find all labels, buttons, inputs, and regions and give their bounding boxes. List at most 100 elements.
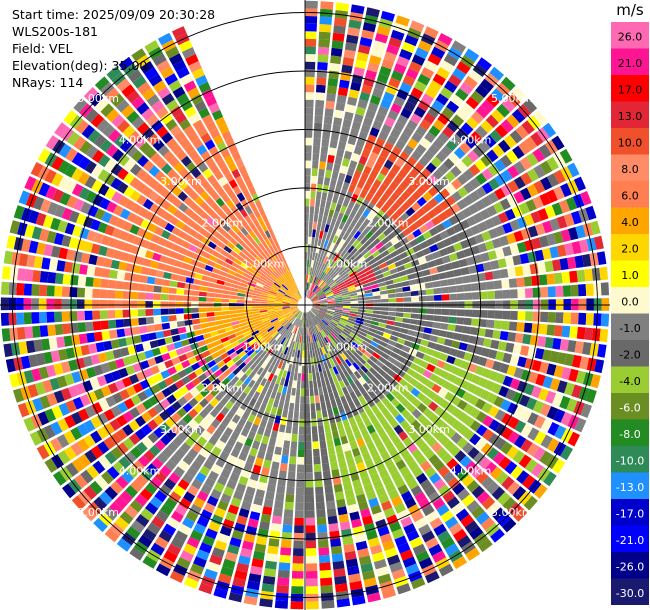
range-gate [316,410,322,419]
range-gate [83,434,96,448]
range-gate [307,342,310,351]
range-gate [46,285,55,297]
range-gate [166,343,176,352]
range-gate [182,517,195,529]
range-gate [454,450,467,463]
range-gate [275,242,281,251]
range-gate [292,309,299,314]
range-gate [148,190,160,202]
range-gate [507,332,517,342]
range-gate [442,219,453,229]
range-gate [350,228,358,237]
range-gate [305,31,317,40]
range-gate [342,294,350,298]
range-gate [360,343,368,351]
range-gate [246,580,260,591]
radar-ray [29,308,299,446]
range-gate [350,273,359,280]
range-gate [159,484,172,497]
range-gate [194,100,207,112]
range-gate [366,379,375,389]
range-gate [475,336,485,346]
range-gate [308,327,312,335]
range-gate [83,241,94,253]
range-gate [162,211,173,222]
range-gate [494,437,507,450]
range-gate [344,111,354,121]
range-gate [221,298,230,303]
range-gate [363,417,372,428]
range-gate [355,359,364,368]
range-gate [253,315,262,320]
range-gate [268,312,276,316]
range-gate [372,455,383,465]
range-gate [481,99,495,113]
range-gate [544,337,554,349]
range-gate [314,333,319,342]
range-gate [207,360,217,368]
range-gate [273,383,280,392]
range-gate [365,370,374,379]
range-gate [1,266,11,280]
range-gate [143,230,154,241]
range-gate [395,403,406,414]
range-gate [361,199,370,209]
range-gate [290,307,299,312]
range-gate [355,242,363,251]
colorbar-tick-label: 6.0 [621,189,639,202]
range-gate [191,290,200,296]
range-gate [221,130,233,141]
range-gate [324,353,330,362]
range-gate [347,356,355,365]
range-gate [314,268,319,277]
range-gate [38,182,51,197]
range-gate [452,223,463,233]
range-gate [497,258,507,269]
range-gate [439,176,451,187]
range-gate [391,528,405,540]
colorbar-units-label: m/s [616,1,644,19]
range-gate [324,224,330,233]
range-gate [385,392,395,402]
range-gate [375,199,385,209]
range-gate [229,306,237,311]
range-gate [349,236,357,245]
range-gate [277,477,286,487]
range-gate [32,325,41,338]
range-gate [316,77,327,86]
range-gate [267,298,276,301]
range-gate [71,371,82,384]
range-gate [357,205,366,215]
range-gate [267,307,275,310]
range-gate [341,292,350,296]
range-gate [399,179,410,190]
range-gate [362,22,377,33]
range-gate [375,381,385,391]
range-gate [239,382,248,392]
range-gate [215,320,224,326]
range-gate [79,140,93,155]
range-gate [330,270,337,278]
range-gate [468,69,483,83]
range-gate [334,327,342,334]
range-gate [458,258,468,268]
range-gate [99,310,108,320]
range-gate [421,530,435,543]
range-gate [264,379,271,389]
range-gate [439,200,450,211]
range-gate [241,172,251,182]
range-label: 1.00km [326,340,368,353]
range-gate [119,139,133,153]
range-gate [390,408,400,418]
range-gate [412,265,422,273]
range-gate [347,334,356,342]
range-gate [415,351,425,360]
range-gate [292,317,298,325]
range-gate [305,54,316,62]
range-gate [433,523,447,536]
range-gate [302,320,305,328]
range-gate [342,299,351,302]
range-gate [305,76,315,85]
range-gate [111,149,124,162]
radar-ray [305,0,318,298]
